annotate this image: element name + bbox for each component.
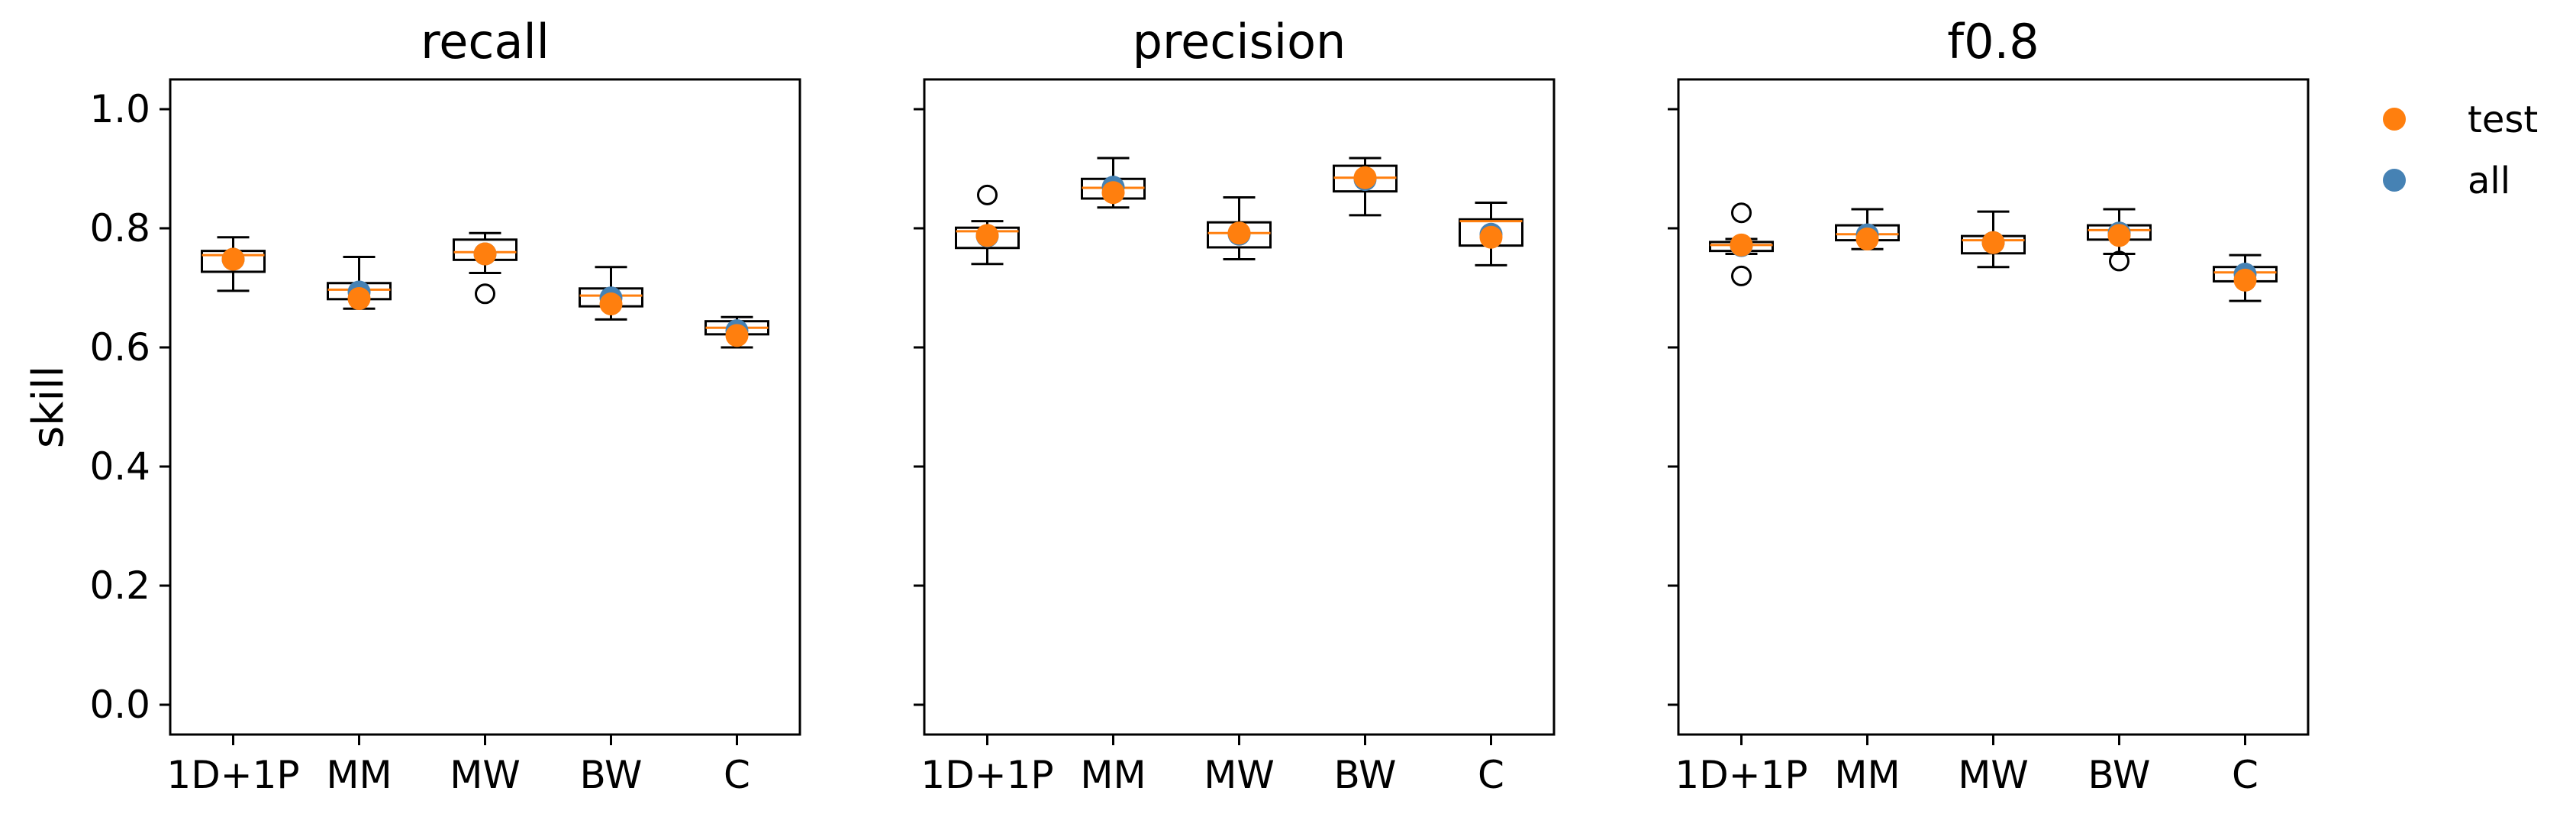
test-point <box>1981 231 2005 254</box>
outlier-point <box>475 283 495 305</box>
outlier-point <box>2109 250 2129 272</box>
plot-frame <box>923 78 1556 736</box>
x-tick-label: 1D+1P <box>166 753 299 797</box>
test-point <box>1227 221 1251 245</box>
box-mm <box>1835 208 1900 251</box>
panel-title: recall <box>421 14 550 69</box>
x-tick-label: 1D+1P <box>1675 753 1807 797</box>
test-point <box>1479 225 1503 249</box>
box-c <box>2213 253 2278 302</box>
x-tick-label: C <box>2232 753 2258 797</box>
x-tick-label: BW <box>2088 753 2151 797</box>
panel-precision: precision 1D+1P MM MW BW C <box>914 14 1556 797</box>
x-tick-label: 1D+1P <box>920 753 1053 797</box>
x-tick-label: MW <box>1958 753 2029 797</box>
y-tick-label: 0.2 <box>89 564 150 608</box>
box-bw <box>579 266 643 321</box>
x-tick-label: MM <box>326 753 392 797</box>
x-tick-label: MM <box>1080 753 1146 797</box>
outlier-point <box>1731 202 1752 224</box>
test-point <box>975 224 999 247</box>
legend-marker-test <box>2383 108 2406 131</box>
chart-root: recall 0.0 0.2 0.4 0.6 0.8 1.0 1D+1P MM MW BW Cprec… <box>24 14 2538 797</box>
y-tick-label: 0.8 <box>89 206 150 250</box>
y-tick-label: 0.6 <box>89 325 150 370</box>
plot-frame <box>169 78 801 736</box>
box-mw <box>453 231 517 305</box>
panel-title: precision <box>1133 14 1346 69</box>
plot-frame <box>1677 78 2310 736</box>
legend-label: test <box>2468 98 2538 141</box>
x-tick-label: MW <box>450 753 521 797</box>
test-point <box>473 242 497 266</box>
legend-marker-all <box>2383 169 2406 192</box>
test-point <box>221 247 245 271</box>
test-point <box>2233 268 2257 292</box>
test-point <box>725 324 749 347</box>
outlier-point <box>977 184 998 205</box>
test-point <box>1101 181 1125 205</box>
test-point <box>347 287 371 311</box>
box-bw <box>1333 157 1398 217</box>
test-point <box>1855 228 1879 251</box>
test-point <box>1730 233 1753 257</box>
legend: test all <box>2383 98 2538 202</box>
test-point <box>599 292 623 316</box>
legend-label: all <box>2468 160 2510 202</box>
panel-recall: recall 0.0 0.2 0.4 0.6 0.8 1.0 1D+1P MM MW BW C <box>89 14 801 797</box>
box-mw <box>1207 195 1272 261</box>
outlier-point <box>1731 265 1752 286</box>
panel-title: f0.8 <box>1947 14 2039 69</box>
box-1d-1p <box>201 236 266 292</box>
x-tick-label: BW <box>580 753 643 797</box>
x-tick-label: MW <box>1204 753 1275 797</box>
box-bw <box>2087 208 2152 272</box>
box-1d-1p <box>1709 202 1774 286</box>
test-point <box>2107 224 2131 247</box>
test-point <box>1353 166 1377 189</box>
x-tick-label: MM <box>1834 753 1900 797</box>
box-c <box>1459 201 1523 266</box>
box-1d-1p <box>955 184 1020 266</box>
x-tick-label: BW <box>1334 753 1397 797</box>
box-mm <box>1081 157 1146 209</box>
y-axis-label: skill <box>24 366 73 448</box>
y-tick-label: 1.0 <box>89 87 150 131</box>
panel-f0-8: f0.8 1D+1P MM MW BW C <box>1668 14 2310 797</box>
x-tick-label: C <box>1478 753 1504 797</box>
x-tick-label: C <box>724 753 750 797</box>
box-mw <box>1961 210 2026 269</box>
y-tick-label: 0.0 <box>89 683 150 727</box>
y-tick-label: 0.4 <box>89 444 150 489</box>
box-c <box>704 315 769 349</box>
box-mm <box>327 255 392 311</box>
